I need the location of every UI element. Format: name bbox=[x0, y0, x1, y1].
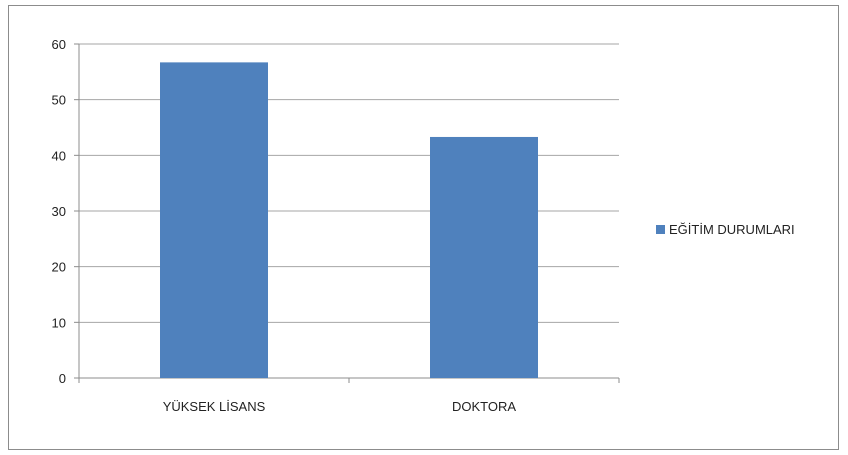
y-tick-label: 50 bbox=[52, 93, 66, 108]
bar bbox=[430, 136, 538, 378]
y-tick-label: 20 bbox=[52, 260, 66, 275]
bars bbox=[160, 62, 538, 379]
y-tick-labels: 0 10 20 30 40 50 60 bbox=[52, 37, 66, 386]
x-tick-labels: YÜKSEK LİSANS DOKTORA bbox=[163, 399, 517, 414]
legend: EĞİTİM DURUMLARI bbox=[656, 222, 795, 237]
y-tick-label: 30 bbox=[52, 204, 66, 219]
legend-label: EĞİTİM DURUMLARI bbox=[669, 222, 795, 237]
y-tick-label: 10 bbox=[52, 315, 66, 330]
bar bbox=[160, 62, 268, 379]
x-tick-label: DOKTORA bbox=[452, 399, 516, 414]
y-tick-label: 0 bbox=[59, 371, 66, 386]
x-tick-label: YÜKSEK LİSANS bbox=[163, 399, 266, 414]
chart-area: 0 10 20 30 40 50 60 YÜKSEK LİSANS DOKTORA EĞİTİ… bbox=[8, 5, 839, 450]
chart-canvas: 0 10 20 30 40 50 60 YÜKSEK LİSANS DOKTORA EĞİTİ… bbox=[52, 37, 795, 414]
y-tick-label: 60 bbox=[52, 37, 66, 52]
y-tick-label: 40 bbox=[52, 148, 66, 163]
legend-swatch bbox=[656, 225, 665, 234]
